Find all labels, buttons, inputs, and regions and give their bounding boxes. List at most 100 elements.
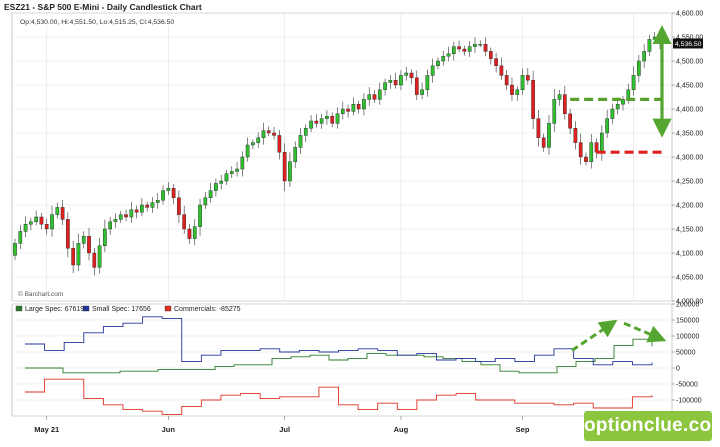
cot-legend: Large Spec: 67619 Small Spec: 17656 Commer…: [15, 305, 241, 313]
candle-down: [584, 156, 588, 163]
candle-down: [44, 223, 49, 230]
cot-tick-label: 100000: [676, 334, 699, 341]
cot-tick-label: 200000: [676, 302, 699, 309]
candle-up: [420, 89, 424, 95]
price-tick-label: 4,300.00: [676, 155, 703, 162]
candle-up: [621, 99, 625, 105]
candle-up: [589, 142, 594, 163]
last-price-tag: 4,536.50: [673, 38, 703, 49]
candle-up: [647, 39, 652, 52]
candle-down: [87, 235, 91, 254]
candle-up: [515, 89, 520, 95]
candle-up: [446, 53, 451, 57]
candlestick-series: [13, 29, 662, 276]
candle-down: [414, 77, 419, 95]
candle-up: [235, 168, 239, 172]
optionclue-logo-text: optionclue.com: [584, 415, 720, 436]
candle-up: [203, 197, 208, 206]
candle-down: [346, 108, 350, 112]
legend-label: Small Spec: 17656: [92, 306, 151, 313]
price-tick-label: 4,550.00: [676, 35, 703, 42]
candle-down: [536, 118, 541, 138]
candle-up: [251, 142, 255, 146]
cot-down-arrow: [623, 321, 667, 343]
candle-down: [504, 75, 509, 86]
candle-up: [29, 221, 33, 225]
candle-up: [118, 214, 123, 220]
candle-down: [568, 113, 572, 129]
candle-up: [140, 204, 144, 213]
price-tick-label: 4,000.00: [676, 299, 703, 306]
cot-up-arrow: [571, 319, 618, 352]
candle-down: [282, 151, 287, 182]
candle-down: [182, 214, 187, 230]
cot-tick-label: 0: [676, 366, 680, 373]
candle-down: [66, 219, 70, 249]
legend-label: Large Spec: 67619: [25, 306, 84, 313]
candle-down: [525, 75, 530, 81]
month-label: Jun: [162, 425, 176, 434]
candle-up: [103, 228, 107, 246]
candle-up: [399, 75, 403, 86]
candle-up: [245, 144, 250, 158]
price-tick-label: 4,400.00: [676, 107, 703, 114]
candle-up: [81, 235, 86, 244]
candle-down: [314, 120, 319, 124]
candle-up: [600, 132, 604, 153]
cot-line-commercials: [25, 378, 653, 415]
price-tick-label: 4,450.00: [676, 83, 703, 90]
price-tick-label: 4,050.00: [676, 275, 703, 282]
candle-up: [214, 183, 218, 191]
legend-label: Commercials: -85275: [174, 306, 241, 313]
price-tick-label: 4,100.00: [676, 251, 703, 258]
cot-line-small-spec: [25, 316, 653, 366]
price-tick-label: 4,600.00: [676, 11, 703, 18]
chart-title: ESZ21 - S&P 500 E-Mini - Daily Candlesti…: [4, 2, 202, 12]
annotation-overlays: [570, 24, 672, 154]
candle-down: [145, 204, 150, 208]
candle-up: [76, 243, 81, 266]
legend-swatch: [164, 305, 172, 312]
candle-down: [578, 142, 583, 158]
month-label: May 21: [34, 425, 59, 434]
candle-down: [462, 48, 467, 52]
candle-up: [425, 75, 430, 91]
candle-up: [256, 137, 261, 143]
legend-swatch: [15, 305, 23, 312]
candle-up: [34, 216, 38, 222]
candle-up: [637, 60, 641, 76]
candle-up: [23, 223, 28, 232]
cot-series: [25, 316, 667, 415]
price-tick-label: 4,350.00: [676, 131, 703, 138]
candle-up: [129, 209, 134, 218]
candle-down: [177, 197, 181, 215]
ohlc-readout: Op:4,530.00, Hi:4,551.50, Lo:4,515.25, C…: [20, 19, 174, 26]
candle-down: [60, 207, 65, 220]
candle-down: [277, 135, 282, 153]
candle-down: [187, 228, 192, 239]
candle-up: [161, 190, 165, 201]
candle-up: [293, 147, 298, 162]
candle-up: [547, 123, 551, 148]
candle-up: [97, 245, 102, 268]
cot-tick-label: -50000: [676, 382, 698, 389]
x-axis: May 21JunJulAugSepOct: [34, 416, 640, 434]
candle-up: [362, 99, 366, 110]
candle-down: [134, 209, 139, 213]
candle-down: [483, 44, 488, 52]
candle-up: [436, 60, 440, 66]
candle-up: [351, 103, 356, 112]
candle-up: [451, 46, 456, 54]
price-axis: 4,000.00 4,050.00 4,100.00 4,150.00 4,200.00…: [672, 11, 703, 306]
barchart-watermark: © Barchart.com: [18, 290, 63, 298]
candle-up: [208, 190, 213, 199]
candle-down: [494, 58, 498, 66]
candle-down: [541, 137, 546, 148]
candle-up: [166, 187, 171, 191]
candle-up: [113, 219, 118, 222]
candle-up: [150, 202, 155, 208]
candle-down: [409, 72, 414, 78]
candle-up: [224, 173, 229, 182]
last-price-tag-label: 4,536.50: [675, 41, 702, 48]
